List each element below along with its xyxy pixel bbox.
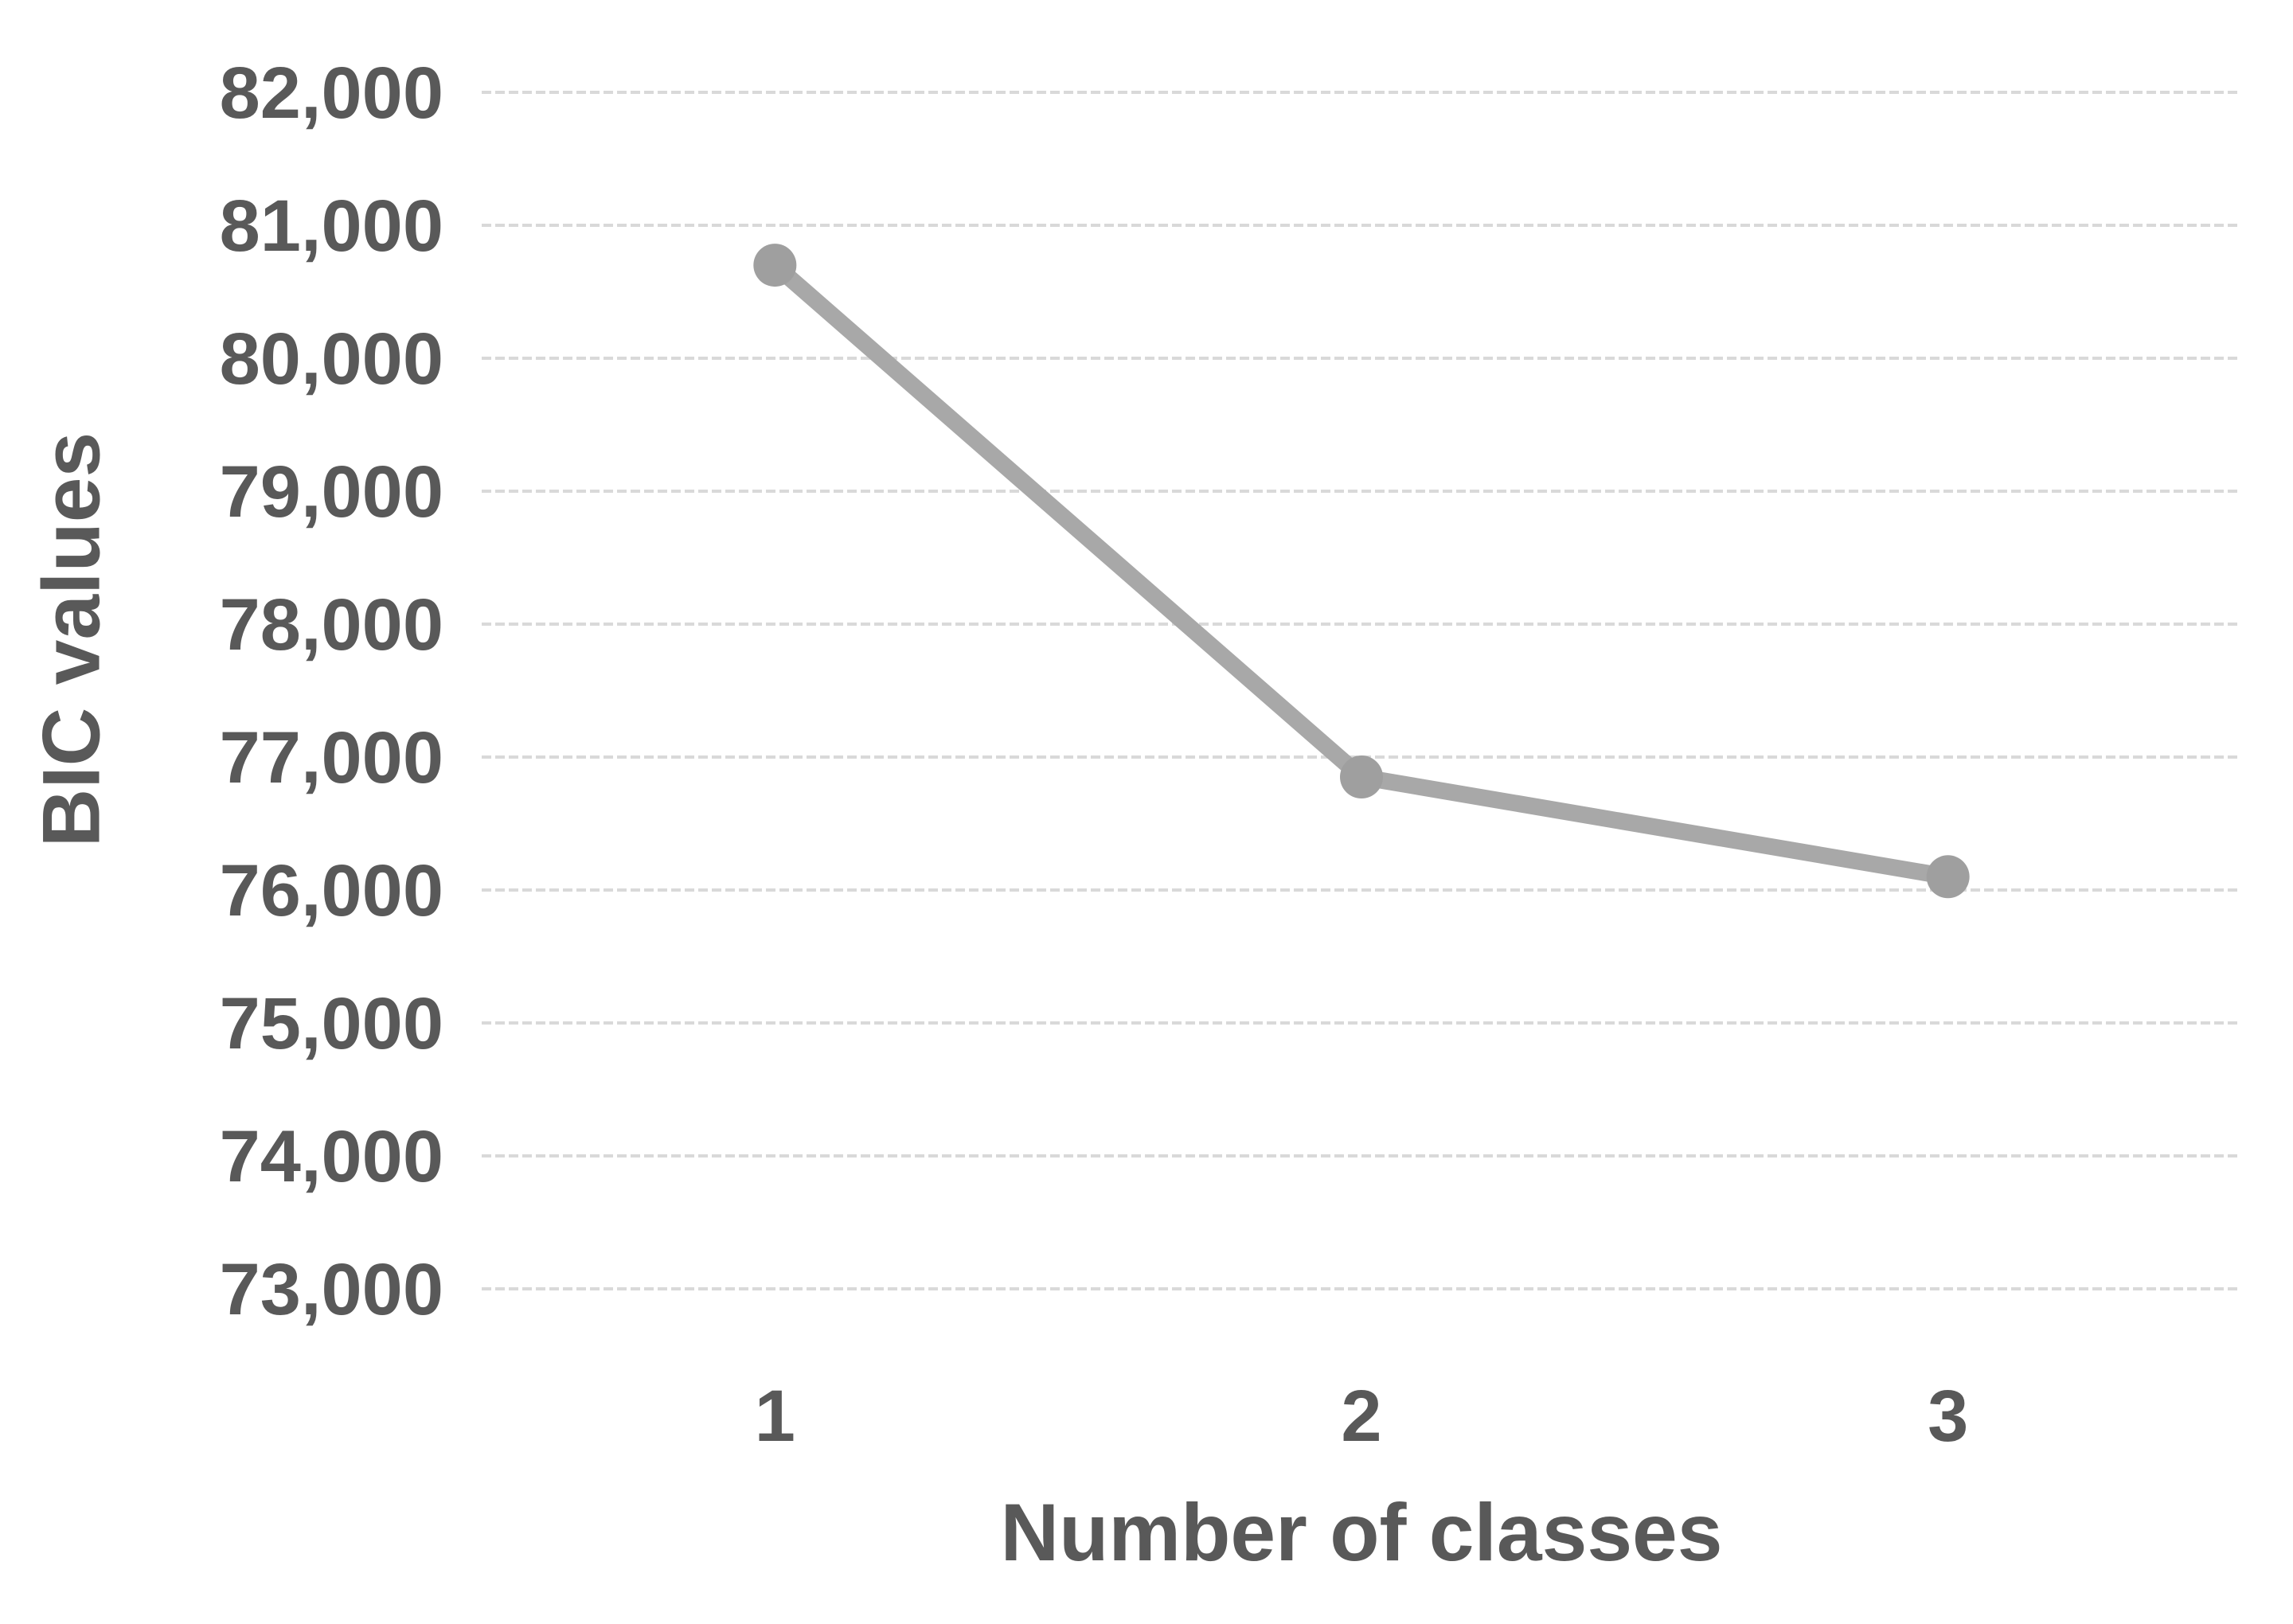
y-tick-label: 77,000 [220, 717, 443, 798]
x-axis-title: Number of classes [1000, 1487, 1723, 1578]
y-tick-label: 79,000 [220, 451, 443, 533]
y-tick-label: 75,000 [220, 983, 443, 1064]
data-point-marker [1340, 755, 1383, 799]
y-tick-label: 82,000 [220, 53, 443, 134]
y-tick-label: 73,000 [220, 1249, 443, 1330]
data-point-marker [753, 244, 797, 287]
x-tick-label: 1 [755, 1376, 795, 1457]
y-tick-label: 78,000 [220, 584, 443, 666]
y-tick-label: 81,000 [220, 185, 443, 267]
y-tick-label: 76,000 [220, 850, 443, 931]
x-tick-label: 2 [1341, 1376, 1381, 1457]
y-tick-label: 74,000 [220, 1116, 443, 1197]
y-axis-title: BIC values [25, 431, 117, 848]
y-tick-label: 80,000 [220, 318, 443, 400]
x-tick-label: 3 [1928, 1376, 1968, 1457]
data-point-marker [1926, 855, 1970, 899]
